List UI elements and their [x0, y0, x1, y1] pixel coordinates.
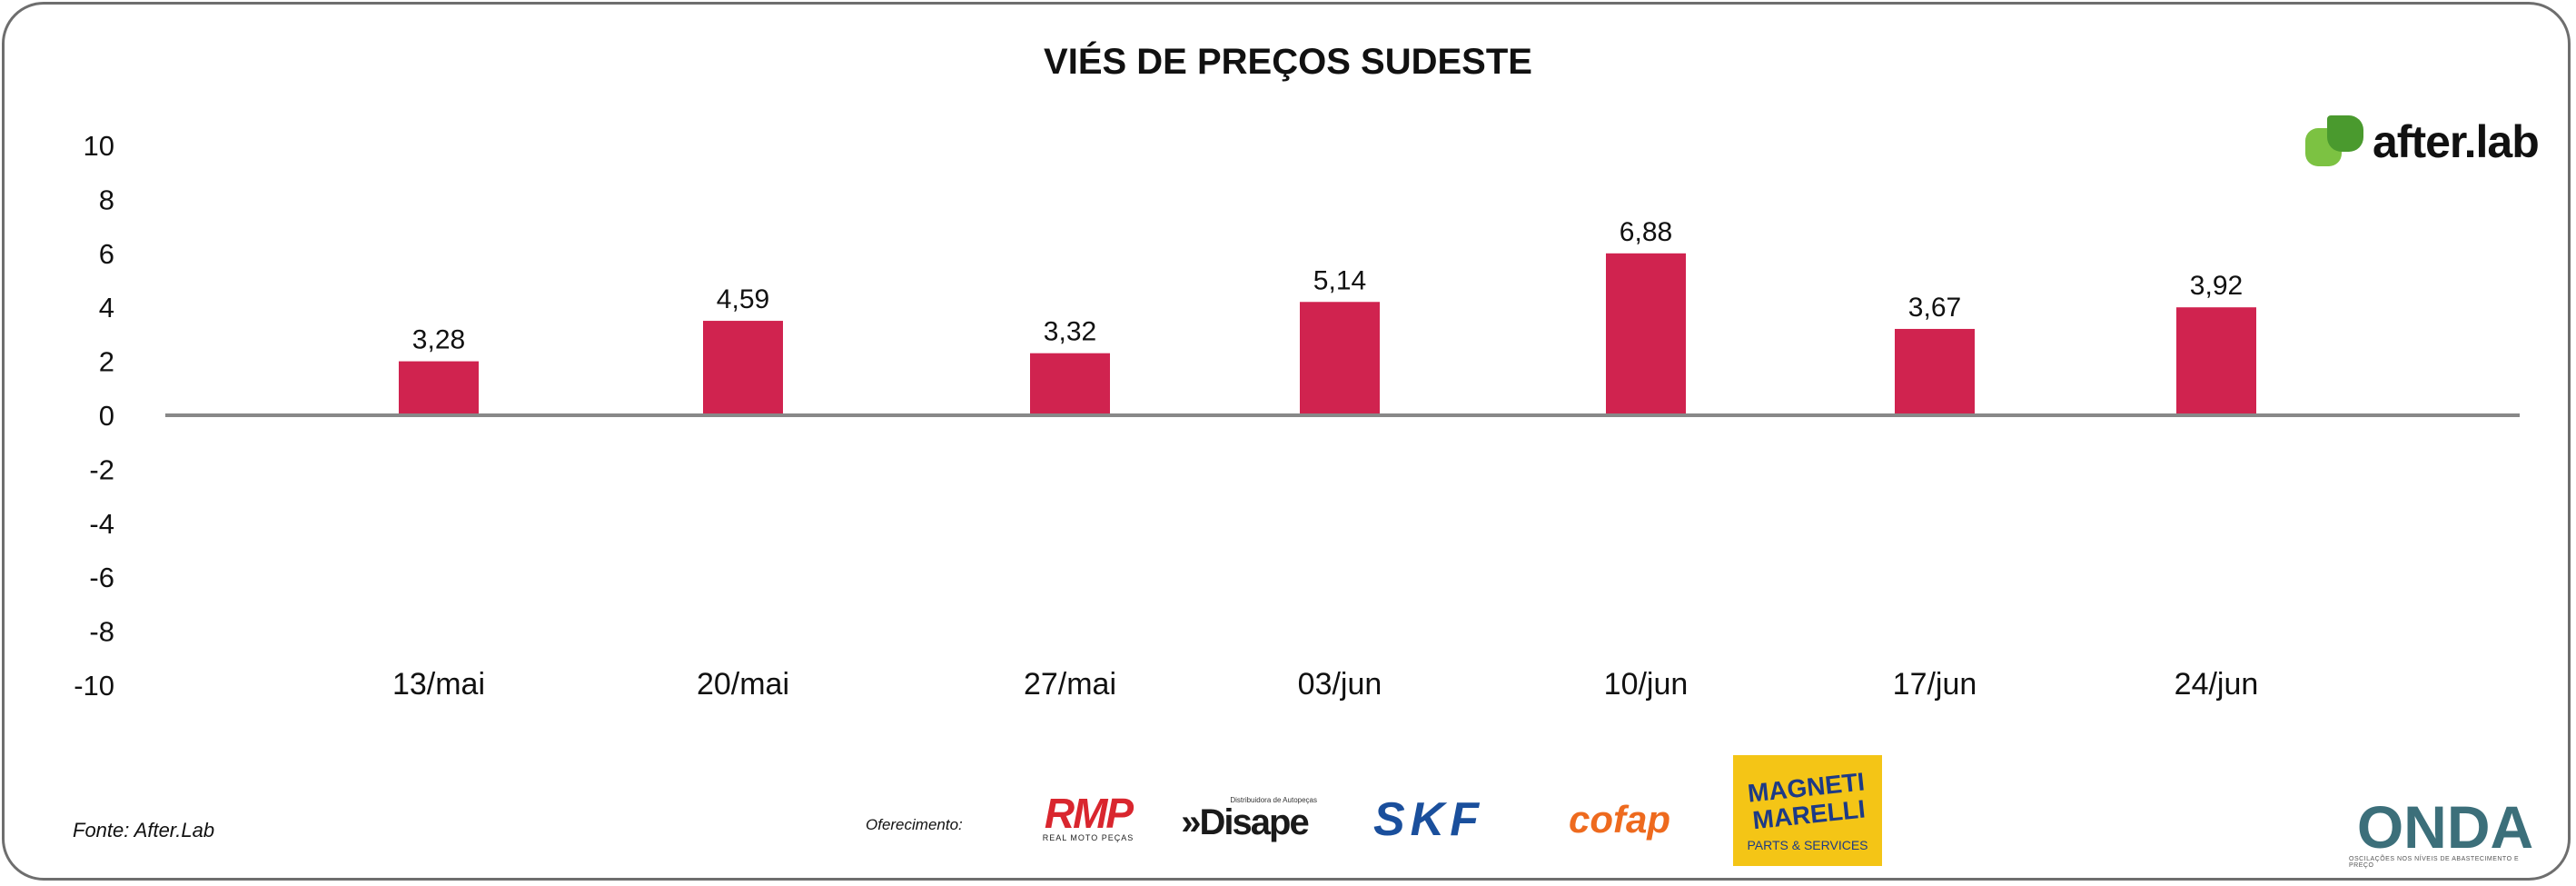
rmp-logo-name: RMP [1044, 790, 1134, 837]
data-label: 3,92 [2190, 271, 2243, 301]
magneti-marelli-logo: MAGNETI MARELLI PARTS & SERVICES [1733, 755, 1882, 866]
cofap-logo: cofap [1535, 794, 1704, 845]
bar [1030, 353, 1110, 415]
disape-logo-name: »Disape [1181, 801, 1309, 842]
bar [1606, 253, 1686, 415]
x-tick-label: 27/mai [1024, 667, 1116, 702]
bar [1300, 302, 1380, 415]
chart-title: VIÉS DE PREÇOS SUDESTE [1044, 42, 1532, 82]
bar [703, 321, 783, 415]
y-tick-label: -6 [89, 562, 114, 593]
data-label: 3,28 [412, 325, 465, 355]
onda-logo-name: ONDA [2356, 793, 2534, 861]
y-tick-label: -4 [89, 508, 114, 540]
y-tick-label: 6 [99, 238, 114, 270]
y-tick-label: 8 [99, 184, 114, 215]
y-tick-label: 4 [99, 292, 114, 324]
x-tick-label: 03/jun [1298, 667, 1382, 702]
afterlab-mark-icon [2305, 115, 2365, 168]
data-label: 5,14 [1313, 265, 1366, 295]
bar [2176, 307, 2256, 415]
data-label: 6,88 [1620, 217, 1672, 247]
sponsor-label: Oferecimento: [866, 816, 963, 833]
onda-logo-tagline: OSCILAÇÕES NOS NÍVEIS DE ABASTECIMENTO E… [2349, 856, 2520, 869]
skf-logo: SKF [1342, 794, 1515, 845]
cofap-logo-name: cofap [1568, 798, 1670, 841]
afterlab-logo-text: after.lab [2373, 116, 2540, 167]
x-tick-label: 10/jun [1604, 667, 1689, 702]
magneti-logo-name: MAGNETI MARELLI [1746, 767, 1868, 835]
y-tick-label: -10 [74, 670, 114, 702]
rmp-logo: RMP REAL MOTO PEÇAS [1026, 792, 1150, 843]
x-tick-label: 17/jun [1893, 667, 1977, 702]
bar [1895, 328, 1975, 415]
skf-logo-name: SKF [1373, 793, 1484, 846]
y-tick-label: 0 [99, 400, 114, 432]
x-tick-label: 20/mai [697, 667, 789, 702]
onda-logo: ONDA OSCILAÇÕES NOS NÍVEIS DE ABASTECIME… [2349, 793, 2541, 869]
y-tick-label: -2 [89, 453, 114, 485]
magneti-logo-tagline: PARTS & SERVICES [1747, 838, 1868, 852]
data-label: 3,67 [1908, 293, 1961, 323]
disape-logo: Distribuidora de Autopeças »Disape [1166, 792, 1323, 843]
x-tick-label: 13/mai [392, 667, 485, 702]
afterlab-logo: after.lab [2305, 113, 2540, 171]
disape-logo-tagline: Distribuidora de Autopeças [1230, 795, 1317, 804]
rmp-logo-tagline: REAL MOTO PEÇAS [1042, 833, 1134, 842]
source-note: Fonte: After.Lab [73, 819, 215, 841]
data-label: 3,32 [1044, 317, 1096, 347]
y-tick-label: 10 [84, 130, 114, 162]
y-tick-label: -8 [89, 616, 114, 648]
bar [399, 361, 479, 415]
x-tick-label: 24/jun [2175, 667, 2259, 702]
y-tick-label: 2 [99, 346, 114, 378]
data-label: 4,59 [717, 284, 769, 314]
